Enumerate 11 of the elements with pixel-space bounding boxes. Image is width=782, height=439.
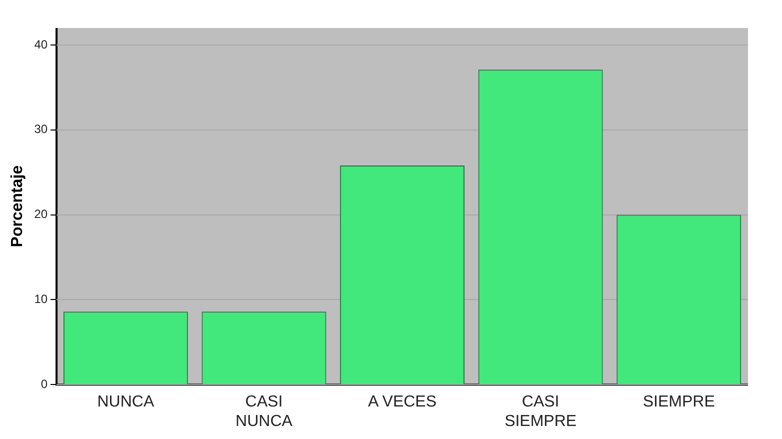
x-tick-label: SIEMPRE — [642, 394, 715, 411]
y-tick-label: 10 — [34, 292, 48, 306]
y-tick-label: 30 — [34, 122, 48, 136]
x-tick-label: A VECES — [368, 394, 437, 411]
y-tick-label: 20 — [34, 207, 48, 222]
x-tick-label: CASI NUNCA — [236, 394, 293, 430]
x-tick-label: NUNCA — [97, 394, 154, 411]
y-tick-label: 0 — [40, 376, 48, 391]
y-axis-title: Porcentaje — [9, 165, 26, 248]
x-tick-label: CASI SIEMPRE — [504, 394, 577, 430]
y-tick-label: 40 — [34, 37, 48, 52]
